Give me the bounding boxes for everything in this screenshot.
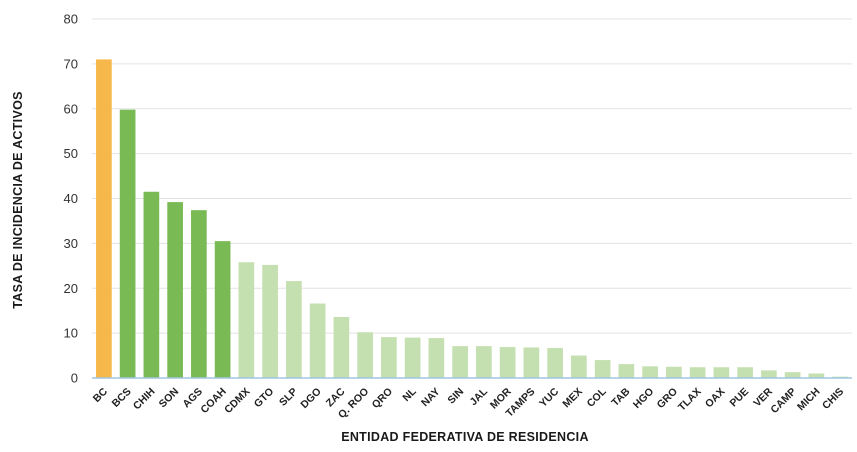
bar <box>784 372 801 378</box>
bar <box>381 337 397 378</box>
bar <box>618 364 635 378</box>
x-tick-label: YUC <box>537 385 561 409</box>
bar <box>594 360 611 378</box>
bar <box>523 347 540 378</box>
bar <box>428 338 445 378</box>
bar <box>309 303 326 378</box>
x-tick-label: CAMP <box>768 386 798 416</box>
bar <box>499 347 516 378</box>
x-tick-label: BC <box>91 385 111 405</box>
bar <box>808 373 825 378</box>
y-tick-label: 30 <box>64 236 78 251</box>
x-tick-label: HGO <box>631 386 656 411</box>
x-tick-label: JAL <box>467 385 490 408</box>
x-tick-label: CDMX <box>222 386 252 416</box>
y-tick-label: 80 <box>64 12 78 27</box>
x-tick-label: GTO <box>252 386 276 410</box>
x-tick-label: MICH <box>795 386 822 413</box>
x-axis-title: ENTIDAD FEDERATIVA DE RESIDENCIA <box>341 430 589 444</box>
y-tick-label: 70 <box>64 56 78 71</box>
x-tick-label: NAY <box>419 386 442 409</box>
bar <box>357 332 373 378</box>
bar <box>191 210 207 378</box>
x-tick-label: GRO <box>655 386 680 411</box>
x-tick-label: TAB <box>609 385 632 408</box>
x-tick-label: NL <box>400 385 419 404</box>
x-tick-label: SIN <box>445 386 466 407</box>
x-tick-label: TLAX <box>676 386 704 414</box>
bar <box>452 346 468 378</box>
bar <box>666 366 682 378</box>
y-tick-label: 0 <box>71 371 78 386</box>
y-tick-label: 10 <box>64 326 78 341</box>
bar <box>689 367 706 378</box>
x-tick-label: SON <box>157 386 182 411</box>
x-tick-label: BCS <box>110 386 134 410</box>
x-tick-label: COAH <box>198 386 228 416</box>
x-tick-label: CHIS <box>820 386 846 412</box>
y-tick-label: 60 <box>64 101 78 116</box>
bar <box>238 262 255 378</box>
bar <box>333 316 350 378</box>
bar <box>547 347 563 378</box>
bar <box>642 366 658 378</box>
y-tick-label: 40 <box>64 191 78 206</box>
bar <box>286 281 302 378</box>
bar <box>571 355 587 378</box>
bar <box>143 191 160 378</box>
y-tick-label: 20 <box>64 281 78 296</box>
bar <box>262 264 278 378</box>
bar <box>476 346 492 378</box>
x-tick-label: CHIH <box>131 386 158 413</box>
bar <box>214 241 231 378</box>
x-tick-label: SLP <box>277 386 300 409</box>
bar <box>119 109 136 379</box>
bar <box>96 59 112 378</box>
x-tick-label: OAX <box>703 386 728 411</box>
y-axis-title: TASA DE INCIDENCIA DE ACTIVOS <box>11 91 25 309</box>
bar <box>737 367 753 378</box>
x-tick-label: DGO <box>298 386 323 411</box>
bar <box>713 367 730 378</box>
x-tick-label: QRO <box>370 386 395 411</box>
bar <box>404 337 421 378</box>
x-tick-label: MEX <box>560 386 585 411</box>
x-tick-label: PUE <box>727 386 751 410</box>
bar <box>761 370 777 378</box>
bars <box>96 59 848 379</box>
y-axis-ticks: 0 10 20 30 40 50 60 70 80 <box>64 12 78 386</box>
y-tick-label: 50 <box>64 146 78 161</box>
bar <box>167 202 183 378</box>
x-tick-label: COL <box>585 385 610 410</box>
